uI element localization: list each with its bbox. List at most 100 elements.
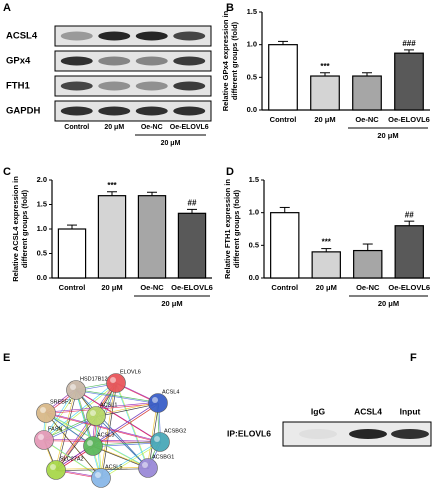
- network-edge: [75, 388, 158, 403]
- lane-label: Input: [400, 406, 421, 416]
- blot-band: [173, 106, 206, 116]
- blot-band: [98, 56, 131, 66]
- panel-label: A: [3, 2, 11, 14]
- node-highlight: [142, 462, 148, 468]
- bar: [57, 228, 87, 279]
- lane-label: Oe-NC: [141, 124, 163, 131]
- node-highlight: [38, 434, 44, 440]
- y-axis-label: different groups (fold): [232, 189, 241, 268]
- network-node: [46, 460, 66, 480]
- bar: [352, 75, 382, 111]
- network-edge: [75, 389, 160, 442]
- network-edge: [101, 442, 161, 479]
- network-edge: [46, 413, 161, 444]
- x-tick-label: Control: [271, 283, 298, 292]
- bar: [311, 251, 341, 279]
- network-edge: [44, 383, 117, 441]
- lane-label: Oe-ELOVL6: [170, 124, 209, 131]
- node-label: ACSBG1: [152, 454, 174, 460]
- node-highlight: [110, 377, 116, 383]
- x-tick-label: Oe-NC: [355, 115, 379, 124]
- node-label: HSD17B12: [80, 376, 108, 382]
- y-axis-label: different groups (fold): [20, 189, 29, 268]
- y-tick-label: 1.5: [37, 199, 47, 208]
- network-edge: [100, 441, 160, 478]
- panel-label: C: [3, 166, 11, 178]
- node-label: ELOVL6: [120, 369, 141, 375]
- y-tick-label: 0.0: [247, 105, 257, 114]
- panel-label: E: [3, 352, 10, 364]
- panel-label: D: [226, 166, 234, 178]
- blot-band: [135, 31, 168, 41]
- blot-row-label: GPx4: [6, 56, 31, 67]
- group-label: 20 μM: [378, 299, 399, 308]
- network-node: [83, 436, 103, 456]
- network-node: [148, 393, 168, 413]
- node-highlight: [90, 410, 96, 416]
- x-tick-label: 20 μM: [316, 283, 337, 292]
- blot-band: [60, 56, 93, 66]
- y-axis-label: Relative FTH1 expression in: [223, 179, 232, 279]
- x-tick-label: 20 μM: [101, 283, 122, 292]
- node-label: ACSL1: [100, 402, 117, 408]
- network-edge: [95, 401, 158, 416]
- network-edge: [93, 442, 161, 448]
- lane-label: ACSL4: [354, 406, 382, 416]
- node-highlight: [70, 384, 76, 390]
- node-highlight: [154, 436, 160, 442]
- significance-label: ***: [322, 238, 332, 247]
- blot-band: [60, 31, 93, 41]
- network-edge: [45, 401, 158, 413]
- x-tick-label: 20 μM: [314, 115, 335, 124]
- blot-band: [391, 429, 429, 439]
- y-tick-label: 1.0: [37, 224, 47, 233]
- node-highlight: [95, 472, 101, 478]
- node-highlight: [40, 407, 46, 413]
- network-edge: [76, 390, 161, 443]
- y-tick-label: 1.0: [247, 40, 257, 49]
- y-tick-label: 1.0: [249, 208, 259, 217]
- blot-band: [98, 81, 131, 91]
- network-node: [34, 430, 54, 450]
- network-edge: [56, 416, 97, 471]
- significance-label: ***: [320, 62, 330, 71]
- blot-frame: [54, 25, 212, 47]
- significance-label: ***: [107, 181, 117, 190]
- bar: [97, 195, 127, 279]
- node-label: ACSL4: [162, 389, 179, 395]
- network-edge: [99, 382, 116, 478]
- network-edge: [76, 390, 103, 479]
- node-label: SREBF2: [50, 399, 71, 405]
- blot-band: [349, 429, 387, 439]
- network-edge: [76, 390, 159, 405]
- blot-frame: [54, 75, 212, 97]
- y-tick-label: 0.5: [249, 240, 259, 249]
- network-edge: [96, 416, 149, 469]
- network-node: [66, 380, 86, 400]
- y-axis-label: Relative ACSL4 expression in: [11, 176, 20, 282]
- bar: [177, 212, 207, 279]
- panel-label: B: [226, 2, 234, 14]
- node-label: FASN: [48, 426, 62, 432]
- significance-label: ###: [402, 39, 416, 48]
- blot-row-label: FTH1: [6, 81, 30, 92]
- blot-band: [299, 429, 337, 439]
- blot-row-label: GAPDH: [6, 106, 40, 117]
- bar: [270, 212, 300, 279]
- blot-band: [135, 56, 168, 66]
- node-label: ACSL3: [97, 432, 114, 438]
- blot-frame: [54, 100, 212, 122]
- network-node: [106, 373, 126, 393]
- blot-band: [173, 81, 206, 91]
- y-tick-label: 2.0: [37, 175, 47, 184]
- y-tick-label: 0.0: [37, 273, 47, 282]
- x-tick-label: Oe-ELOVL6: [388, 283, 430, 292]
- x-tick-label: Oe-ELOVL6: [388, 115, 430, 124]
- network-edge: [55, 415, 96, 470]
- node-label: ACSBG2: [164, 428, 186, 434]
- panel-label: F: [410, 352, 417, 364]
- y-tick-label: 0.5: [247, 72, 257, 81]
- y-tick-label: 0.5: [37, 248, 47, 257]
- network-edge: [74, 389, 101, 478]
